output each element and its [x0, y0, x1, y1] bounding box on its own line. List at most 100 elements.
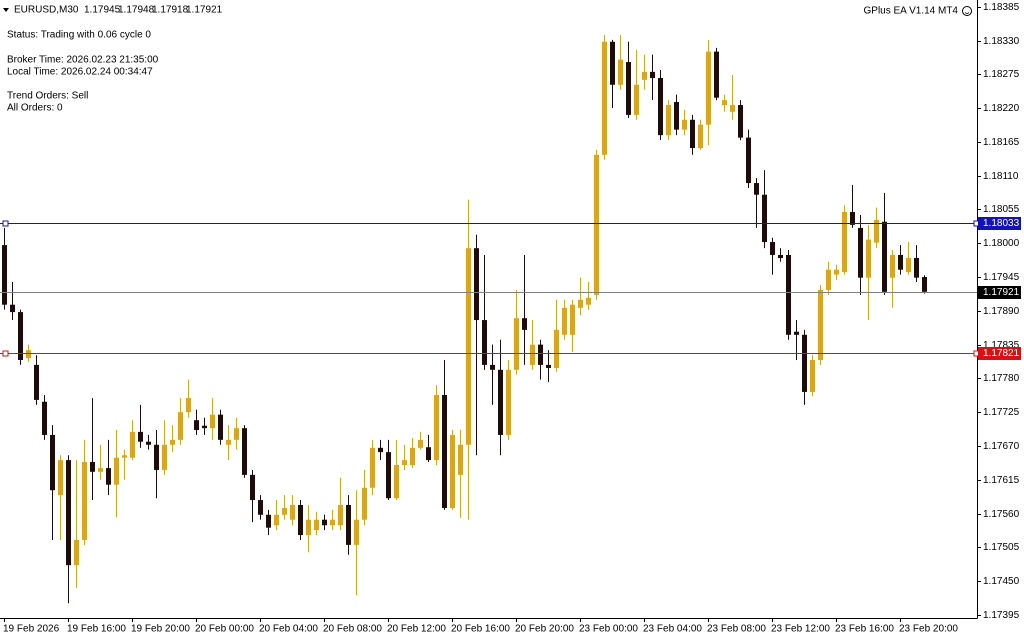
- candle-body: [314, 519, 319, 531]
- candle-body: [706, 51, 711, 125]
- candle-body: [570, 304, 575, 335]
- candle-body: [410, 447, 415, 466]
- candle-body: [538, 344, 543, 365]
- candle-body: [338, 504, 343, 526]
- candle-body: [98, 468, 103, 472]
- candle-body: [602, 41, 607, 155]
- price-label: 1.17821: [983, 348, 1020, 359]
- candle-body: [242, 428, 247, 475]
- candle-body: [618, 59, 623, 85]
- candle-body: [122, 455, 127, 458]
- candle-body: [114, 457, 119, 485]
- candle-body: [218, 414, 223, 440]
- candle-body: [770, 242, 775, 255]
- candle-body: [682, 119, 687, 130]
- candle-body: [194, 420, 199, 431]
- candle-body: [210, 414, 215, 429]
- candle-body: [178, 412, 183, 440]
- candle-body: [882, 221, 887, 292]
- candle-body: [730, 105, 735, 112]
- line-handle: [2, 350, 9, 357]
- candle-body: [458, 444, 463, 475]
- candle-body: [386, 452, 391, 499]
- candle-body: [634, 84, 639, 115]
- candle-body: [674, 101, 679, 130]
- x-tick-label: 23 Feb 20:00: [899, 624, 958, 635]
- menu-arrow[interactable]: [3, 8, 9, 12]
- x-tick-label: 20 Feb 20:00: [515, 624, 574, 635]
- candle-body: [906, 258, 911, 273]
- candle-body: [2, 245, 7, 305]
- candle-body: [738, 105, 743, 138]
- candle-body: [306, 519, 311, 536]
- candle-body: [522, 318, 527, 330]
- candle-body: [26, 350, 31, 359]
- candle-body: [58, 460, 63, 496]
- candle-body: [866, 239, 871, 278]
- y-tick-label: 1.17945: [983, 272, 1020, 283]
- x-tick-label: 19 Feb 16:00: [67, 624, 126, 635]
- candle-body: [90, 461, 95, 472]
- broker-time: Broker Time: 2026.02.23 21:35:00: [7, 55, 159, 66]
- candle-body: [362, 487, 367, 520]
- y-tick-label: 1.17450: [983, 576, 1020, 587]
- price-label-box: [978, 217, 1021, 230]
- candle-body: [162, 444, 167, 470]
- candle-body: [690, 119, 695, 149]
- candle-body: [154, 444, 159, 470]
- candle-body: [890, 254, 895, 278]
- y-tick-label: 1.17890: [983, 306, 1020, 317]
- last-open: 1.17945: [84, 5, 121, 16]
- y-tick-label: 1.17725: [983, 407, 1020, 418]
- candle-body: [466, 248, 471, 445]
- price-label-box: [978, 347, 1021, 360]
- candle-body: [170, 439, 175, 445]
- candle-body: [234, 428, 239, 440]
- candle-body: [898, 254, 903, 270]
- candle-body: [474, 248, 479, 321]
- y-tick-label: 1.18330: [983, 36, 1020, 47]
- candle-body: [834, 269, 839, 275]
- y-tick-label: 1.18165: [983, 137, 1020, 148]
- candle-body: [858, 227, 863, 278]
- candle-body: [810, 359, 815, 392]
- candle-body: [426, 447, 431, 461]
- candle-body: [818, 289, 823, 360]
- candle-body: [490, 364, 495, 370]
- candle-body: [666, 105, 671, 136]
- x-tick-label: 20 Feb 16:00: [451, 624, 510, 635]
- x-tick-label: 20 Feb 08:00: [323, 624, 382, 635]
- candle-body: [66, 460, 71, 566]
- x-tick-label: 23 Feb 12:00: [771, 624, 830, 635]
- all-orders: All Orders: 0: [7, 103, 63, 114]
- last-low: 1.17918: [152, 5, 189, 16]
- candle-body: [530, 344, 535, 365]
- candle-body: [394, 465, 399, 499]
- candle-body: [642, 71, 647, 80]
- x-tick-label: 20 Feb 00:00: [195, 624, 254, 635]
- candle-body: [290, 504, 295, 520]
- candle-body: [250, 474, 255, 501]
- ea-icon[interactable]: [962, 6, 972, 16]
- symbol: EURUSD,M30: [14, 5, 79, 16]
- x-tick-label: 20 Feb 04:00: [259, 624, 318, 635]
- candle-body: [138, 431, 143, 442]
- candle-body: [698, 124, 703, 149]
- candle-body: [714, 51, 719, 98]
- candle-body: [266, 514, 271, 528]
- candle-body: [50, 434, 55, 491]
- candle-body: [850, 211, 855, 225]
- candle-body: [434, 395, 439, 461]
- candle-body: [378, 447, 383, 453]
- candle-body: [354, 519, 359, 545]
- line-handle: [2, 220, 9, 227]
- candle-body: [370, 447, 375, 488]
- candle-body: [442, 395, 447, 509]
- candle-body: [186, 398, 191, 413]
- local-time: Local Time: 2026.02.24 00:34:47: [7, 67, 153, 78]
- x-tick-label: 20 Feb 12:00: [387, 624, 446, 635]
- candle-body: [578, 299, 583, 308]
- candle-body: [498, 369, 503, 435]
- candle-body: [610, 41, 615, 85]
